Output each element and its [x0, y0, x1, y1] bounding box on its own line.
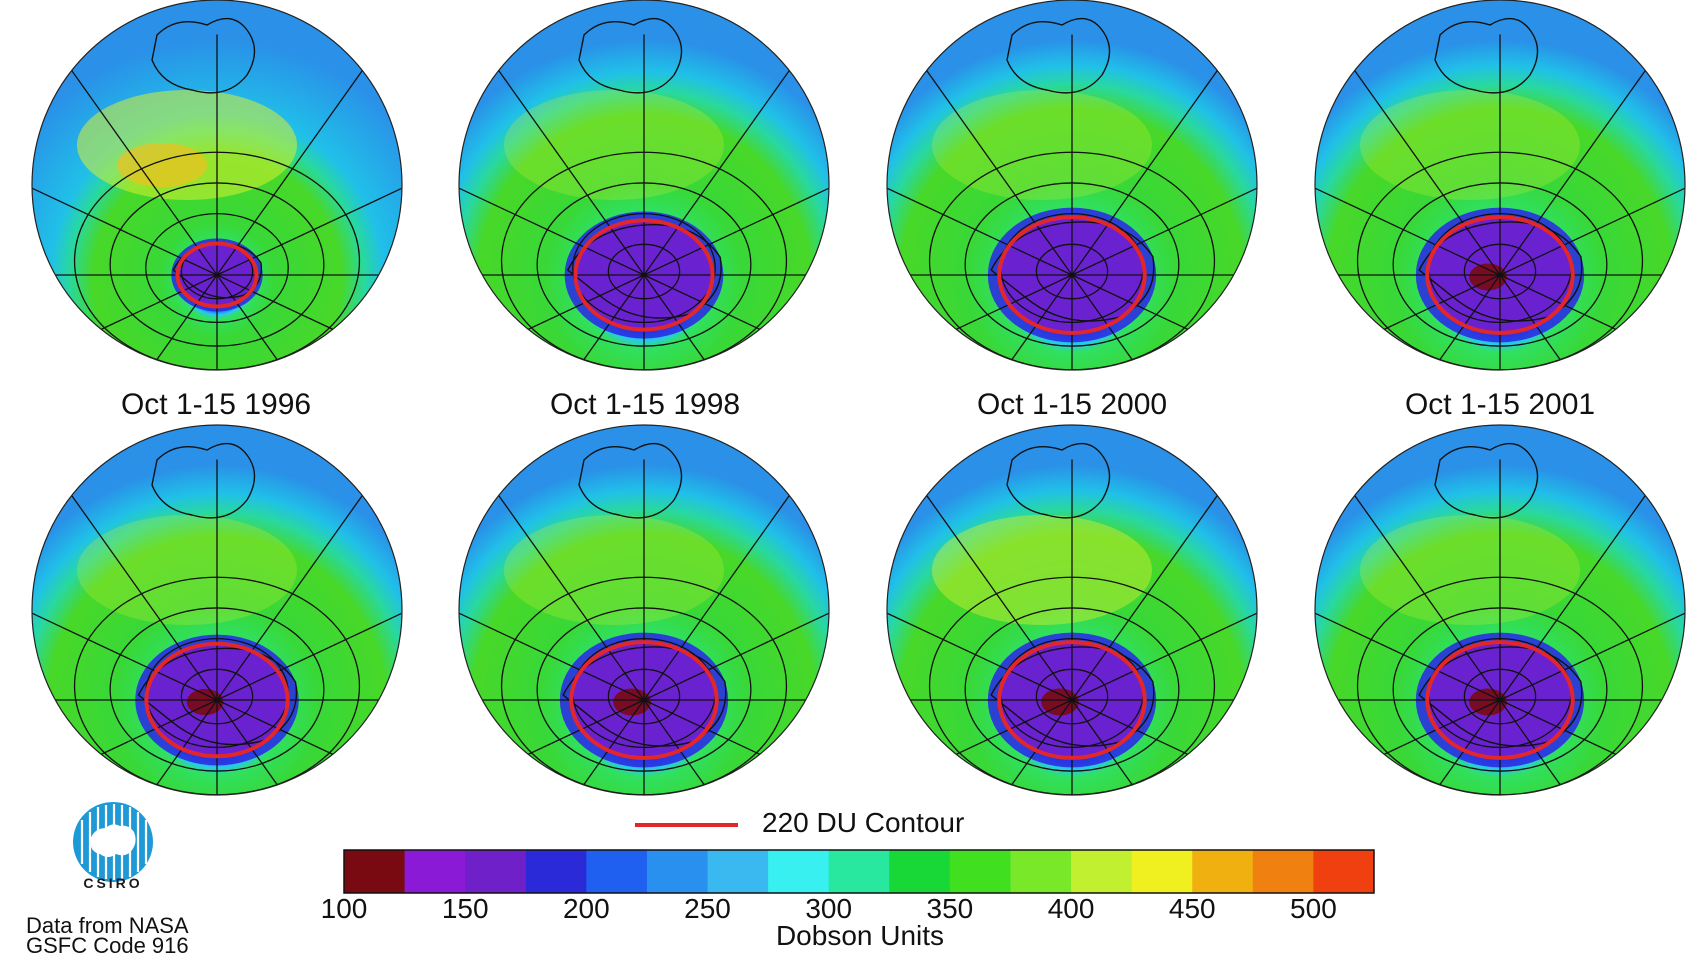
panel-label-1998: Oct 1-15 1998 — [549, 388, 741, 421]
colorbar-tick-label: 300 — [805, 893, 853, 924]
contour-legend-line — [635, 823, 738, 827]
coastline — [578, 442, 683, 519]
contour-legend-label: 220 DU Contour — [762, 807, 965, 838]
colorbar-tick-label: 150 — [441, 893, 489, 924]
colorbar-title: Dobson Units — [775, 920, 945, 951]
coastline — [151, 442, 256, 519]
panel-label-2000: Oct 1-15 2000 — [976, 388, 1168, 421]
colorbar-tick-label: 250 — [684, 893, 731, 924]
coastline — [1434, 17, 1539, 94]
contour-220du — [569, 640, 719, 760]
colorbar-tick-label: 100 — [320, 893, 368, 924]
colorbar-tick-label: 500 — [1290, 893, 1337, 924]
globe-panel — [1314, 0, 1686, 371]
credit-line-1: Data from NASA — [26, 913, 189, 938]
globe-panel — [886, 0, 1258, 371]
panel-label-2001: Oct 1-15 2001 — [1404, 388, 1596, 421]
csiro-logo — [73, 802, 153, 882]
coastline — [1006, 17, 1111, 94]
contour-220du — [175, 241, 259, 309]
panel-label-1996: Oct 1-15 1996 — [120, 388, 312, 421]
coastline — [578, 17, 683, 94]
globe-panel — [1314, 424, 1686, 796]
contour-220du — [144, 641, 290, 759]
contour-220du — [997, 215, 1147, 335]
colorbar-tick-label: 450 — [1168, 893, 1216, 924]
credit-line-2: GSFC Code 916 — [26, 933, 189, 958]
contour-220du — [1425, 215, 1575, 335]
colorbar-tick-label: 350 — [926, 893, 974, 924]
csiro-logo-wordmark: CSIRO — [83, 875, 143, 891]
contour-220du — [1425, 640, 1575, 760]
colorbar-tick-label: 400 — [1047, 893, 1095, 924]
coastline — [1006, 442, 1111, 519]
globe-panel — [31, 0, 403, 371]
globe-panel — [886, 424, 1258, 796]
coastline — [1434, 442, 1539, 519]
globe-panel — [458, 424, 830, 796]
colorbar-tick-label: 200 — [562, 893, 610, 924]
contour-220du — [997, 640, 1147, 760]
contour-220du — [573, 218, 715, 332]
coastline — [151, 17, 256, 94]
globe-panel — [458, 0, 830, 371]
globe-panel — [31, 424, 403, 796]
